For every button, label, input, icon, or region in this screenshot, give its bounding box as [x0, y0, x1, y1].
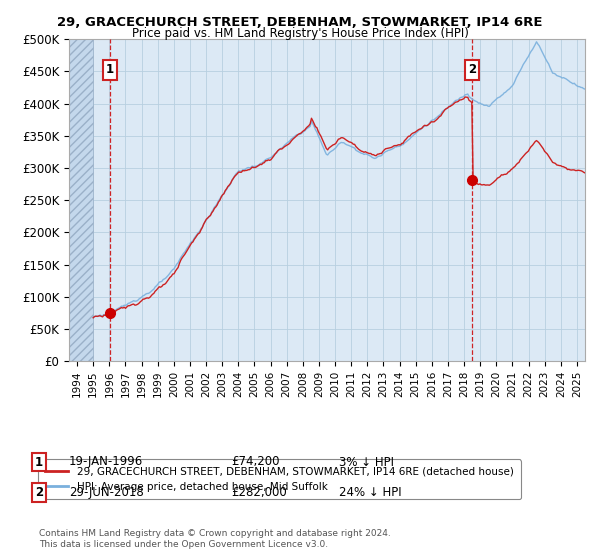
Text: 19-JAN-1996: 19-JAN-1996	[69, 455, 143, 469]
Text: 3% ↓ HPI: 3% ↓ HPI	[339, 455, 394, 469]
Text: 24% ↓ HPI: 24% ↓ HPI	[339, 486, 401, 500]
Bar	[69, 39, 93, 361]
Text: £282,000: £282,000	[231, 486, 287, 500]
Text: 29, GRACECHURCH STREET, DEBENHAM, STOWMARKET, IP14 6RE: 29, GRACECHURCH STREET, DEBENHAM, STOWMA…	[57, 16, 543, 29]
Text: Price paid vs. HM Land Registry's House Price Index (HPI): Price paid vs. HM Land Registry's House …	[131, 27, 469, 40]
Text: 1: 1	[106, 63, 114, 76]
Text: £74,200: £74,200	[231, 455, 280, 469]
Legend: 29, GRACECHURCH STREET, DEBENHAM, STOWMARKET, IP14 6RE (detached house), HPI: Av: 29, GRACECHURCH STREET, DEBENHAM, STOWMA…	[38, 460, 521, 500]
Text: 2: 2	[468, 63, 476, 76]
Text: 2: 2	[35, 486, 43, 500]
Text: 29-JUN-2018: 29-JUN-2018	[69, 486, 144, 500]
Text: Contains HM Land Registry data © Crown copyright and database right 2024.
This d: Contains HM Land Registry data © Crown c…	[39, 529, 391, 549]
Text: 1: 1	[35, 455, 43, 469]
